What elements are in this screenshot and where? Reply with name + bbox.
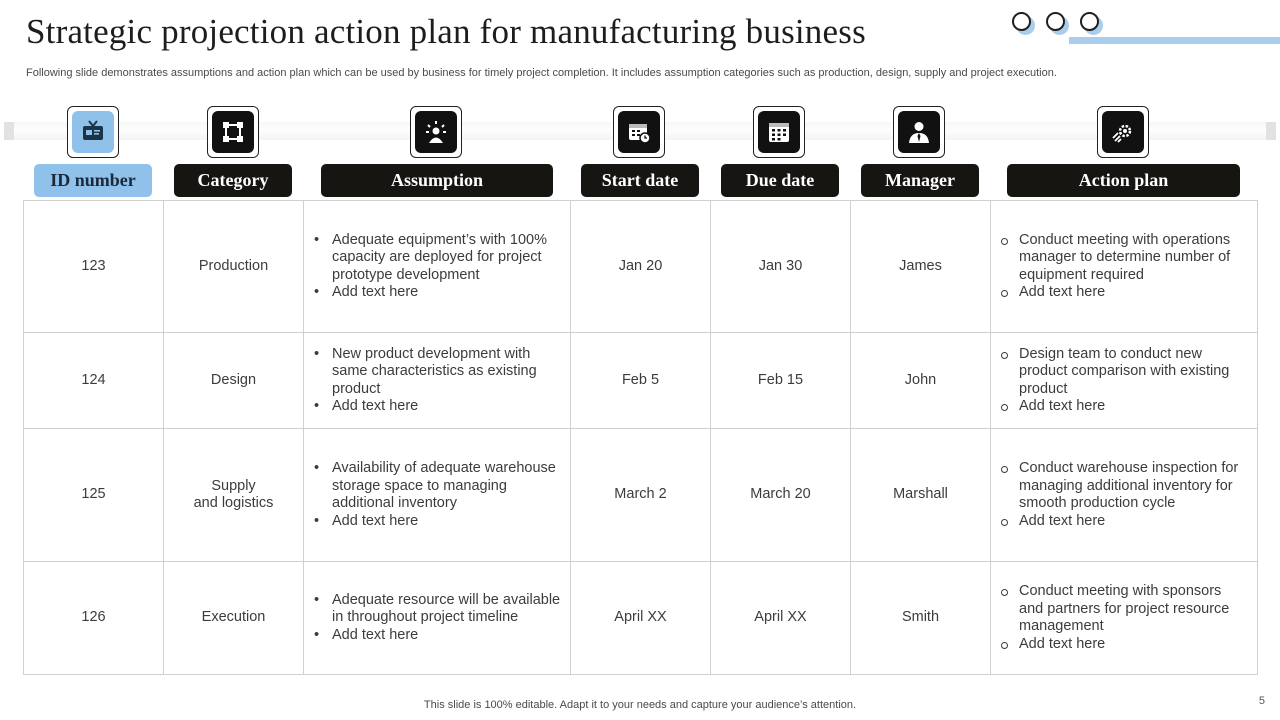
manager-person-icon (893, 106, 945, 158)
cell-start-date: March 2 (570, 428, 711, 562)
cell-assumption: Availability of adequate warehouse stora… (303, 428, 571, 562)
list-item: Conduct meeting with sponsors and partne… (999, 583, 1249, 636)
list-item: Add text here (312, 513, 562, 531)
category-line: Supply (211, 477, 256, 494)
list-item: Conduct meeting with operations manager … (999, 232, 1249, 285)
calendar-grid-icon (753, 106, 805, 158)
cell-due-date: March 20 (710, 428, 851, 562)
idea-person-icon (410, 106, 462, 158)
list-item: Adequate equipment’s with 100% capacity … (312, 232, 562, 285)
category-line: and logistics (193, 495, 274, 511)
deco-circle-icon (1046, 12, 1065, 31)
cell-start-date: April XX (570, 561, 711, 675)
cell-assumption: Adequate resource will be available in t… (303, 561, 571, 675)
list-item: Add text here (999, 513, 1249, 531)
slide-title: Strategic projection action plan for man… (26, 12, 866, 51)
deco-bar (1069, 37, 1280, 44)
list-item: New product development with same charac… (312, 346, 562, 399)
category-nodes-icon (207, 106, 259, 158)
deco-circle-icon (1012, 12, 1031, 31)
list-item: Add text here (312, 284, 562, 302)
list-item: Add text here (999, 398, 1249, 416)
cell-category: Supply and logistics (163, 428, 304, 562)
cell-manager: Marshall (850, 428, 991, 562)
deco-circle-icon (1080, 12, 1099, 31)
cell-id: 123 (23, 200, 164, 333)
list-item: Design team to conduct new product compa… (999, 346, 1249, 399)
slide-subtitle: Following slide demonstrates assumptions… (26, 67, 1057, 79)
cell-manager: John (850, 332, 991, 429)
list-item: Availability of adequate warehouse stora… (312, 460, 562, 513)
cell-start-date: Jan 20 (570, 200, 711, 333)
cell-id: 126 (23, 561, 164, 675)
cell-start-date: Feb 5 (570, 332, 711, 429)
cell-id: 125 (23, 428, 164, 562)
cell-manager: Smith (850, 561, 991, 675)
rocket-gear-icon (1097, 106, 1149, 158)
list-item: Conduct warehouse inspection for managin… (999, 460, 1249, 513)
cell-due-date: April XX (710, 561, 851, 675)
list-item: Adequate resource will be available in t… (312, 592, 562, 627)
cell-due-date: Feb 15 (710, 332, 851, 429)
cell-category: Execution (163, 561, 304, 675)
column-header-assumption: Assumption (321, 164, 553, 197)
list-item: Add text here (312, 627, 562, 645)
column-header-id: ID number (34, 164, 152, 197)
cell-id: 124 (23, 332, 164, 429)
column-header-start-date: Start date (581, 164, 699, 197)
footer-note: This slide is 100% editable. Adapt it to… (423, 699, 857, 711)
calendar-clock-icon (613, 106, 665, 158)
cell-action-plan: Conduct meeting with operations manager … (990, 200, 1258, 333)
cell-assumption: Adequate equipment’s with 100% capacity … (303, 200, 571, 333)
column-header-action-plan: Action plan (1007, 164, 1240, 197)
action-plan-table: 123 Production Adequate equipment’s with… (23, 200, 1258, 675)
id-badge-icon (67, 106, 119, 158)
table-row: 124 Design New product development with … (23, 332, 1258, 429)
column-header-due-date: Due date (721, 164, 839, 197)
cell-manager: James (850, 200, 991, 333)
cell-action-plan: Design team to conduct new product compa… (990, 332, 1258, 429)
list-item: Add text here (312, 398, 562, 416)
list-item: Add text here (999, 284, 1249, 302)
table-row: 126 Execution Adequate resource will be … (23, 561, 1258, 675)
column-header-category: Category (174, 164, 292, 197)
cell-due-date: Jan 30 (710, 200, 851, 333)
cell-assumption: New product development with same charac… (303, 332, 571, 429)
cell-category: Production (163, 200, 304, 333)
cell-category: Design (163, 332, 304, 429)
cell-action-plan: Conduct warehouse inspection for managin… (990, 428, 1258, 562)
table-row: 125 Supply and logistics Availability of… (23, 428, 1258, 562)
list-item: Add text here (999, 636, 1249, 654)
table-row: 123 Production Adequate equipment’s with… (23, 200, 1258, 333)
page-number: 5 (1258, 695, 1265, 707)
cell-action-plan: Conduct meeting with sponsors and partne… (990, 561, 1258, 675)
column-header-manager: Manager (861, 164, 979, 197)
